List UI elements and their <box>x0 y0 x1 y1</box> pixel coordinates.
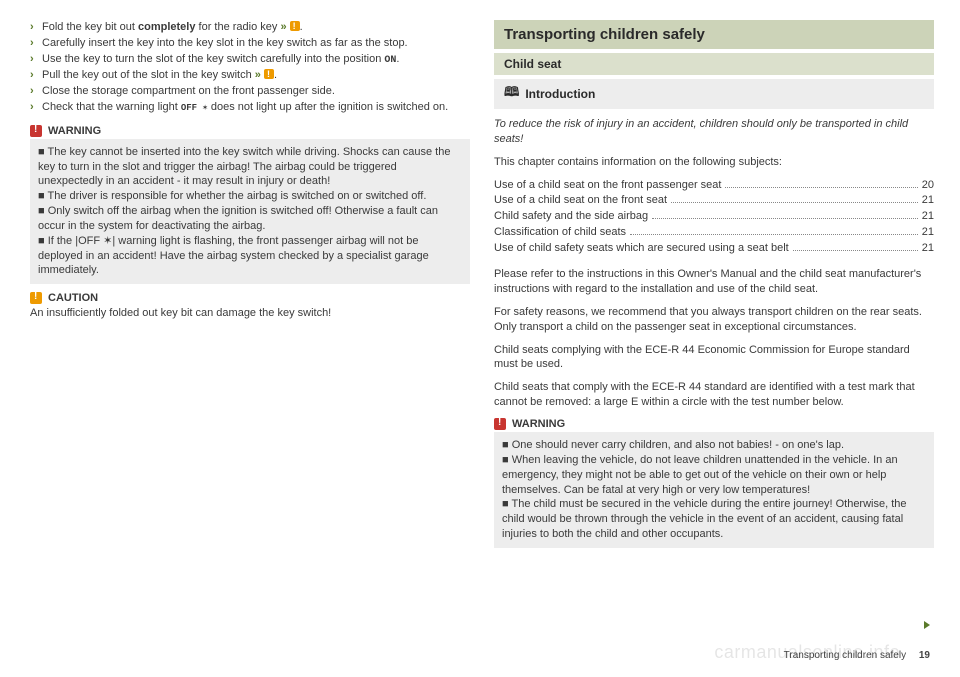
warning-text: Only switch off the airbag when the igni… <box>38 205 438 232</box>
text: Carefully insert the key into the key sl… <box>42 37 408 49</box>
toc-page: 21 <box>922 193 934 209</box>
text: Fold the key bit out <box>42 21 138 33</box>
caution-icon <box>30 292 42 304</box>
warning-text: When leaving the vehicle, do not leave c… <box>502 454 898 496</box>
toc-label: Use of a child seat on the front passeng… <box>494 178 721 194</box>
toc-intro: This chapter contains information on the… <box>494 155 934 170</box>
body-paragraph: Child seats complying with the ECE-R 44 … <box>494 343 934 373</box>
toc-row: Classification of child seats 21 <box>494 225 934 241</box>
toc-page: 21 <box>922 241 934 257</box>
off-indicator: OFF ✶ <box>181 103 208 113</box>
continue-arrow-icon <box>924 621 930 629</box>
warning-text: The child must be secured in the vehicle… <box>502 498 907 540</box>
text: for the radio key <box>195 21 280 33</box>
text: Close the storage compartment on the fro… <box>42 85 335 97</box>
body-paragraph: Child seats that comply with the ECE-R 4… <box>494 380 934 410</box>
toc-row: Use of a child seat on the front passeng… <box>494 178 934 194</box>
warning-label: WARNING <box>512 418 565 430</box>
square-bullet-icon: ■ <box>38 190 48 202</box>
text: does not light up after the ignition is … <box>208 101 448 113</box>
warning-icon <box>30 125 42 137</box>
section-heading-1: Transporting children safely <box>494 20 934 49</box>
warning-ref-icon <box>290 21 300 31</box>
toc-page: 20 <box>922 178 934 194</box>
toc-leader <box>671 202 918 203</box>
warning-header: WARNING <box>494 418 934 430</box>
text: . <box>300 21 303 33</box>
toc-page: 21 <box>922 225 934 241</box>
text: Use the key to turn the slot of the key … <box>42 53 384 65</box>
toc-label: Use of a child seat on the front seat <box>494 193 667 209</box>
warning-icon <box>494 418 506 430</box>
text: Check that the warning light <box>42 101 181 113</box>
section-heading-2: Child seat <box>494 53 934 75</box>
square-bullet-icon: ■ <box>38 235 48 247</box>
ref-arrow-icon: » <box>280 21 289 33</box>
warning-text: The driver is responsible for whether th… <box>48 190 427 202</box>
text: . <box>396 53 399 65</box>
toc-page: 21 <box>922 209 934 225</box>
warning-text: One should never carry children, and als… <box>512 439 844 451</box>
toc-label: Child safety and the side airbag <box>494 209 648 225</box>
toc-label: Use of child safety seats which are secu… <box>494 241 789 257</box>
toc-leader <box>725 187 917 188</box>
instruction-item: Check that the warning light OFF ✶ does … <box>30 100 470 115</box>
warning-text: If the |OFF ✶| warning light is flashing… <box>38 235 429 277</box>
toc-row: Use of a child seat on the front seat 21 <box>494 193 934 209</box>
caution-header: CAUTION <box>30 292 470 304</box>
square-bullet-icon: ■ <box>502 454 512 466</box>
toc-leader <box>793 250 918 251</box>
instruction-item: Close the storage compartment on the fro… <box>30 84 470 99</box>
toc-label: Classification of child seats <box>494 225 626 241</box>
toc-row: Child safety and the side airbag 21 <box>494 209 934 225</box>
warning-box: ■ One should never carry children, and a… <box>494 432 934 548</box>
square-bullet-icon: ■ <box>38 146 48 158</box>
square-bullet-icon: ■ <box>502 439 512 451</box>
toc-row: Use of child safety seats which are secu… <box>494 241 934 257</box>
square-bullet-icon: ■ <box>502 498 512 510</box>
instruction-item: Fold the key bit out completely for the … <box>30 20 470 35</box>
text: . <box>274 69 277 81</box>
toc-leader <box>652 218 918 219</box>
bold: completely <box>138 21 195 33</box>
warning-ref-icon <box>264 69 274 79</box>
text: Pull the key out of the slot in the key … <box>42 69 255 81</box>
warning-header: WARNING <box>30 125 470 137</box>
page-footer: Transporting children safely 19 <box>784 650 930 661</box>
body-paragraph: For safety reasons, we recommend that yo… <box>494 305 934 335</box>
book-icon: 🕮 <box>504 83 519 105</box>
footer-section: Transporting children safely <box>784 650 906 661</box>
heading-text: Introduction <box>525 87 595 101</box>
instruction-item: Pull the key out of the slot in the key … <box>30 68 470 83</box>
table-of-contents: Use of a child seat on the front passeng… <box>494 178 934 258</box>
instruction-item: Use the key to turn the slot of the key … <box>30 52 470 68</box>
body-paragraph: Please refer to the instructions in this… <box>494 267 934 297</box>
page-number: 19 <box>919 650 930 661</box>
section-heading-3: 🕮 Introduction <box>494 79 934 109</box>
caution-text: An insufficiently folded out key bit can… <box>30 306 470 321</box>
instruction-list: Fold the key bit out completely for the … <box>30 20 470 115</box>
square-bullet-icon: ■ <box>38 205 48 217</box>
warning-box: ■ The key cannot be inserted into the ke… <box>30 139 470 285</box>
warning-text: The key cannot be inserted into the key … <box>38 146 450 188</box>
instruction-item: Carefully insert the key into the key sl… <box>30 36 470 51</box>
right-column: Transporting children safely Child seat … <box>494 20 934 548</box>
ref-arrow-icon: » <box>255 69 264 81</box>
position-code: ON <box>384 55 396 66</box>
caution-label: CAUTION <box>48 292 98 304</box>
left-column: Fold the key bit out completely for the … <box>30 20 470 548</box>
lead-text: To reduce the risk of injury in an accid… <box>494 117 934 147</box>
warning-label: WARNING <box>48 125 101 137</box>
toc-leader <box>630 234 918 235</box>
